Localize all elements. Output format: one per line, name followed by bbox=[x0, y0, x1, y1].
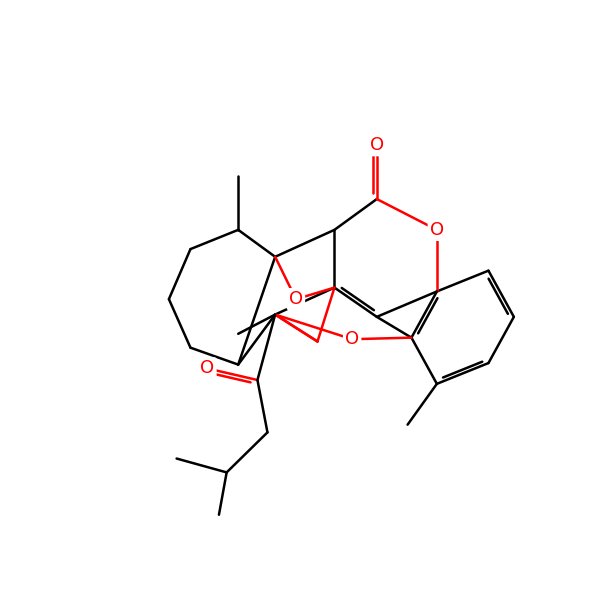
Text: O: O bbox=[430, 221, 444, 239]
Text: O: O bbox=[289, 290, 303, 308]
Text: O: O bbox=[200, 359, 214, 377]
Text: O: O bbox=[370, 136, 384, 154]
Text: O: O bbox=[345, 330, 359, 348]
